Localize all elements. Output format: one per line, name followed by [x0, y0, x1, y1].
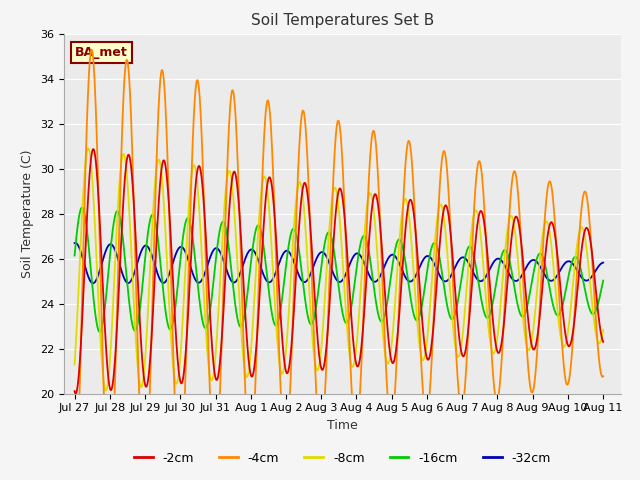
Text: BA_met: BA_met: [75, 46, 128, 59]
Y-axis label: Soil Temperature (C): Soil Temperature (C): [22, 149, 35, 278]
X-axis label: Time: Time: [327, 419, 358, 432]
Legend: -2cm, -4cm, -8cm, -16cm, -32cm: -2cm, -4cm, -8cm, -16cm, -32cm: [129, 447, 556, 469]
Title: Soil Temperatures Set B: Soil Temperatures Set B: [251, 13, 434, 28]
